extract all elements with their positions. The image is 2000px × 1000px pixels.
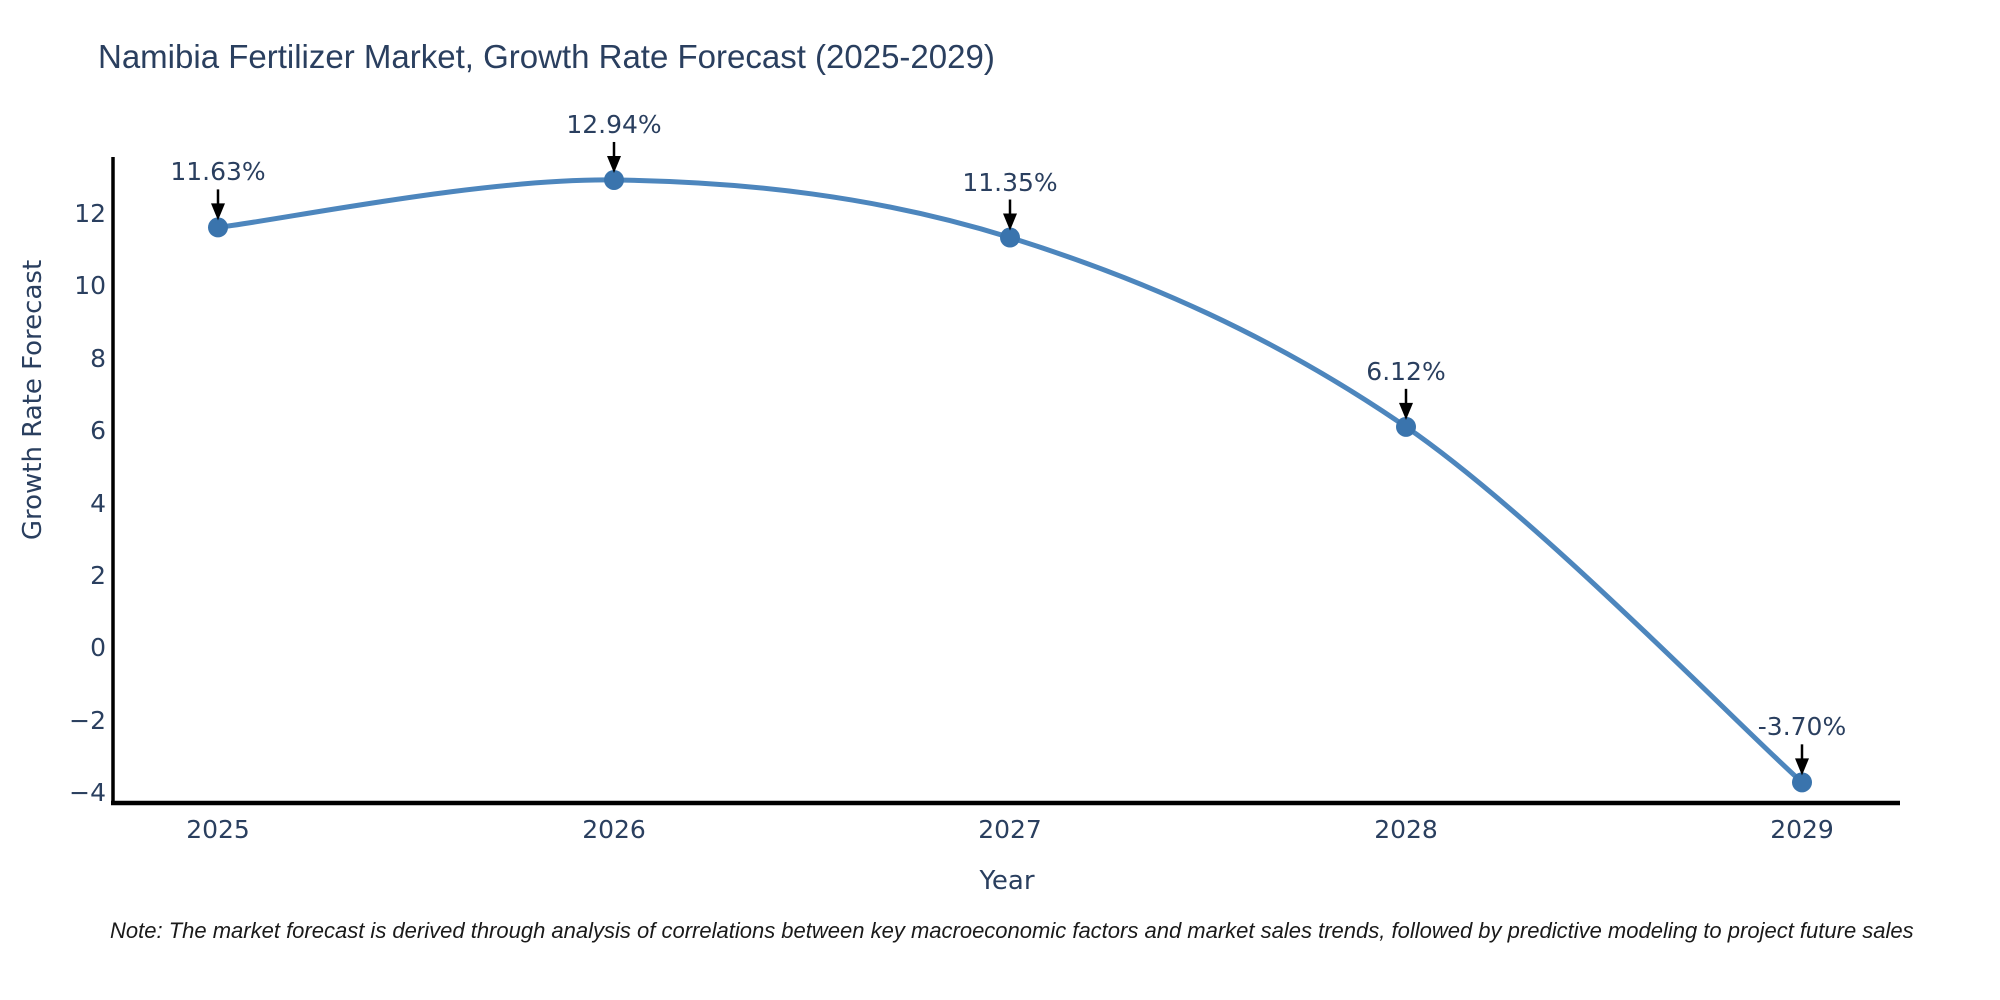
x-tick-label: 2026 [582, 815, 646, 844]
annotation-arrowhead [1003, 213, 1017, 231]
data-point-marker [604, 169, 624, 190]
y-tick-label: 2 [90, 561, 106, 590]
chart-title: Namibia Fertilizer Market, Growth Rate F… [98, 38, 995, 75]
y-tick-label: −2 [69, 705, 106, 735]
data-point-annotation: 12.94% [566, 109, 662, 139]
y-tick-label: 0 [90, 633, 106, 663]
x-axis-title: Year [979, 866, 1035, 896]
annotation-arrowhead [1795, 758, 1809, 776]
x-tick-label: 2027 [978, 815, 1042, 844]
data-point-marker [1396, 416, 1416, 437]
footnote: Note: The market forecast is derived thr… [110, 918, 1914, 943]
data-point-marker [208, 217, 228, 238]
trend-line [217, 177, 1804, 785]
y-tick-label: 10 [74, 271, 106, 301]
data-point-marker [1792, 772, 1812, 793]
y-tick-label: 6 [90, 416, 106, 446]
y-tick-label: 12 [74, 199, 106, 228]
y-tick-label: −4 [69, 778, 106, 808]
data-point-annotation: -3.70% [1757, 712, 1847, 742]
x-tick-label: 2029 [1770, 815, 1834, 844]
data-point-annotation: 11.63% [170, 157, 266, 187]
annotation-arrowhead [1399, 402, 1413, 420]
data-point-annotation: 6.12% [1366, 356, 1446, 386]
y-tick-label: 8 [90, 343, 106, 373]
y-tick-label: 4 [90, 488, 106, 518]
annotation-arrowhead [211, 203, 225, 221]
x-tick-label: 2025 [186, 815, 250, 844]
data-point-annotation: 11.35% [962, 167, 1058, 197]
x-tick-label: 2028 [1374, 815, 1438, 844]
data-point-marker [1000, 227, 1020, 248]
annotation-arrowhead [607, 155, 621, 173]
